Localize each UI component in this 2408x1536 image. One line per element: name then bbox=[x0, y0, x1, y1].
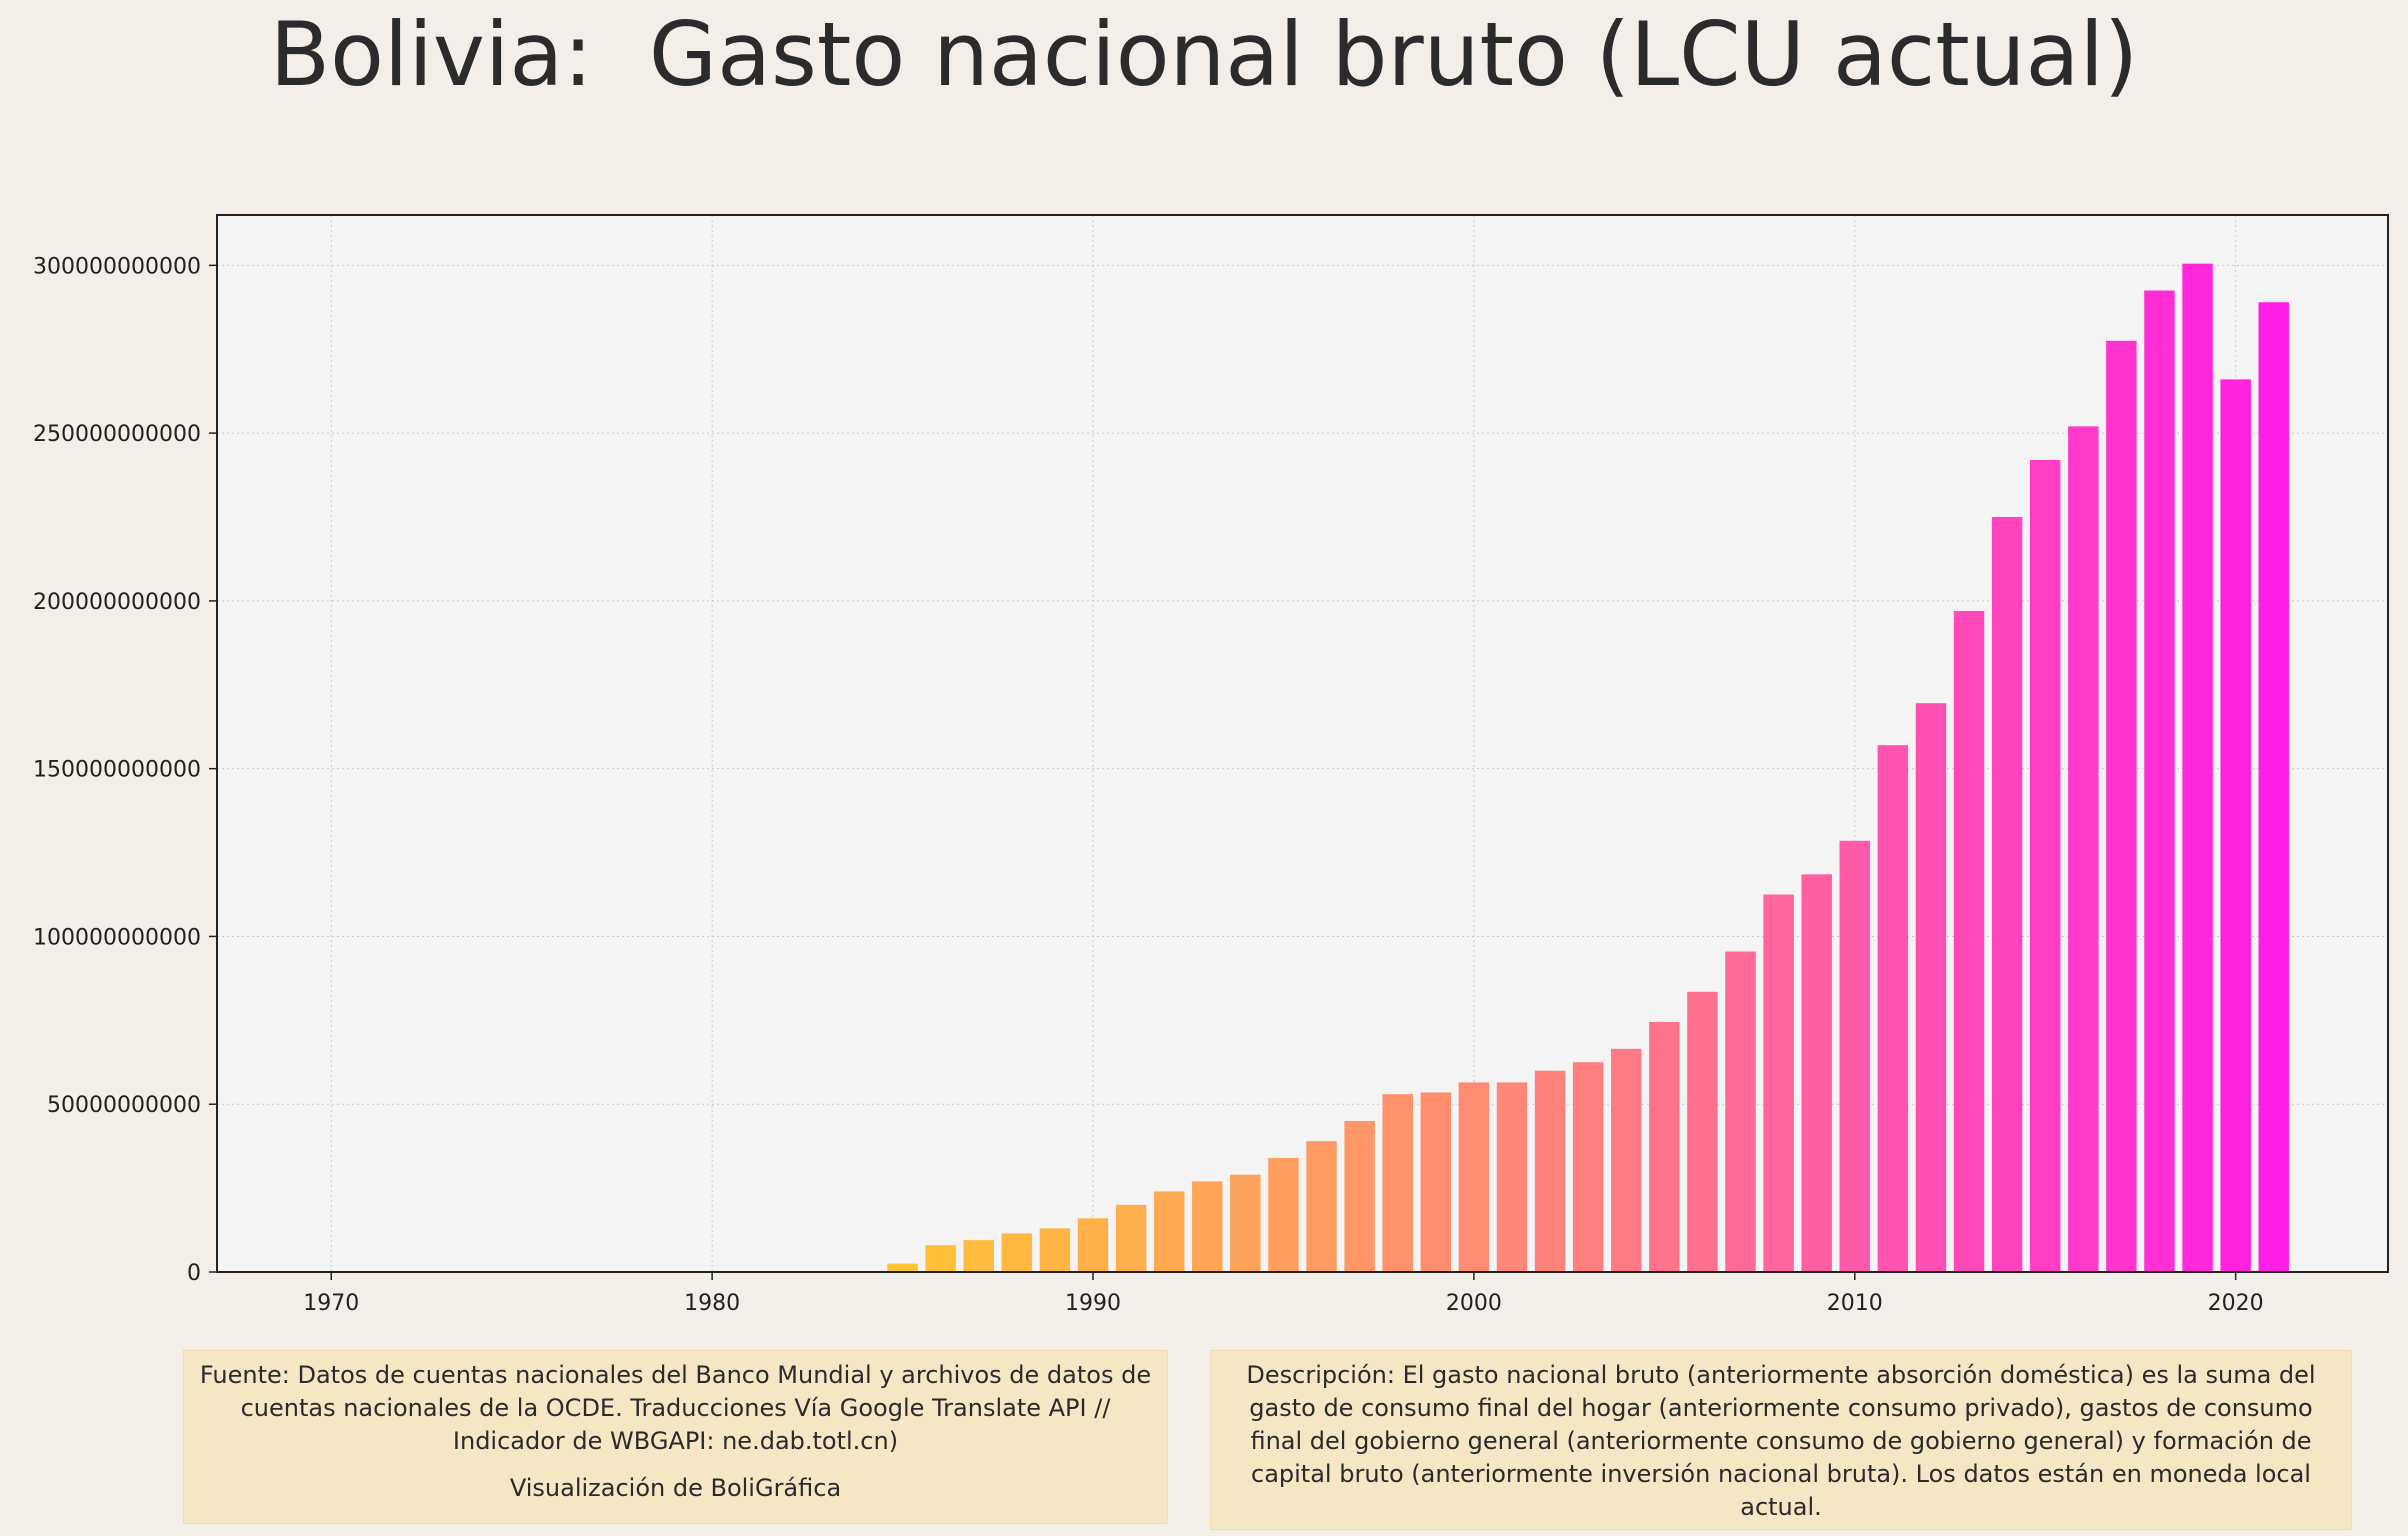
bar-2018 bbox=[2144, 290, 2175, 1272]
bar-1997 bbox=[1344, 1121, 1375, 1272]
bar-2012 bbox=[1915, 703, 1947, 1272]
description-text: Descripción: El gasto nacional bruto (an… bbox=[1246, 1361, 2316, 1521]
x-tick-label: 2010 bbox=[1827, 1291, 1883, 1316]
y-tick-label: 200000000000 bbox=[33, 590, 201, 615]
bar-2016 bbox=[2068, 426, 2099, 1272]
bar-1991 bbox=[1115, 1204, 1147, 1272]
x-tick-label: 1980 bbox=[684, 1291, 740, 1316]
bar-2021 bbox=[2258, 302, 2289, 1272]
credit-text: Visualización de BoliGráfica bbox=[509, 1474, 842, 1502]
bar-2017 bbox=[2106, 340, 2137, 1272]
y-tick-label: 150000000000 bbox=[33, 758, 201, 783]
x-tick-label: 2020 bbox=[2208, 1291, 2264, 1316]
bar-1994 bbox=[1230, 1174, 1261, 1272]
bar-2020 bbox=[2220, 379, 2251, 1272]
x-tick-label: 1990 bbox=[1065, 1291, 1121, 1316]
plot-area bbox=[217, 215, 2388, 1272]
bar-1998 bbox=[1382, 1094, 1413, 1272]
bar-1990 bbox=[1077, 1218, 1109, 1272]
bar-2014 bbox=[1991, 517, 2023, 1272]
bar-2015 bbox=[2029, 459, 2061, 1272]
y-tick-label: 100000000000 bbox=[33, 925, 201, 950]
bar-2007 bbox=[1725, 951, 1756, 1272]
chart-title: Bolivia: Gasto nacional bruto (LCU actua… bbox=[269, 3, 2139, 106]
description-note: Descripción: El gasto nacional bruto (an… bbox=[1210, 1350, 2352, 1530]
x-tick-label: 1970 bbox=[303, 1291, 359, 1316]
bar-2008 bbox=[1763, 894, 1794, 1272]
bar-1999 bbox=[1420, 1092, 1452, 1272]
bar-2019 bbox=[2182, 263, 2213, 1273]
plot-frame bbox=[216, 214, 2389, 1273]
bar-1988 bbox=[1001, 1233, 1033, 1272]
bar-1996 bbox=[1306, 1141, 1337, 1272]
bar-2009 bbox=[1801, 874, 1832, 1272]
bar-1985 bbox=[887, 1263, 918, 1272]
bar-2011 bbox=[1877, 745, 1909, 1272]
y-tick-label: 300000000000 bbox=[33, 254, 201, 279]
x-tick-label: 2000 bbox=[1446, 1291, 1502, 1316]
bar-2001 bbox=[1496, 1082, 1528, 1272]
bars bbox=[887, 263, 2289, 1273]
bar-1989 bbox=[1039, 1228, 1071, 1272]
bar-1992 bbox=[1153, 1191, 1185, 1272]
y-tick-label: 0 bbox=[187, 1261, 201, 1286]
bar-2010 bbox=[1839, 840, 1871, 1272]
bar-1986 bbox=[925, 1245, 956, 1272]
bar-1987 bbox=[963, 1240, 994, 1272]
bar-2006 bbox=[1687, 991, 1718, 1272]
bar-2002 bbox=[1534, 1070, 1566, 1272]
source-text: Fuente: Datos de cuentas nacionales del … bbox=[199, 1361, 1152, 1455]
bar-2000 bbox=[1458, 1082, 1490, 1272]
bar-2005 bbox=[1649, 1022, 1680, 1272]
bar-2013 bbox=[1953, 610, 1985, 1272]
y-axis: 0 50000000000 100000000000 150000000000 2000… bbox=[33, 254, 217, 1286]
y-tick-label: 250000000000 bbox=[33, 422, 201, 447]
bar-1995 bbox=[1268, 1157, 1299, 1272]
bar-2004 bbox=[1611, 1048, 1642, 1272]
bar-chart: 0 50000000000 100000000000 150000000000 2000… bbox=[33, 214, 2389, 1316]
y-tick-label: 50000000000 bbox=[47, 1093, 201, 1118]
source-note: Fuente: Datos de cuentas nacionales del … bbox=[183, 1350, 1168, 1524]
bar-2003 bbox=[1572, 1062, 1604, 1272]
x-axis: 1970 1980 1990 2000 2010 2020 bbox=[303, 1272, 2264, 1316]
bar-1993 bbox=[1192, 1181, 1223, 1272]
